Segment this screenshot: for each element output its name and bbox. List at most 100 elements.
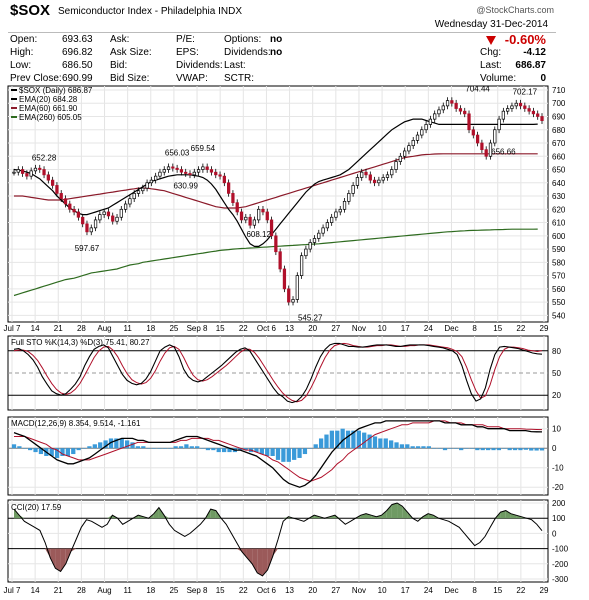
ask-label: Ask: [110,34,130,45]
cci-overbought-fill [360,513,366,519]
candle-down [63,198,68,205]
bid-label: Bid: [110,60,128,71]
candle-down [235,202,239,213]
candle-up [385,174,390,178]
change-percent: -0.60% [504,32,546,47]
candle-up [325,222,329,229]
dividends-flag-value: no [270,47,283,58]
candle-down [106,211,111,217]
x-tick-label-bottom: 20 [308,586,317,595]
macd-histogram-bar [351,430,356,449]
macd-histogram-bar [485,448,491,451]
candle-up [308,242,312,250]
chg-value: -4.12 [523,47,546,58]
cci-tick-label: 200 [552,499,566,508]
sto-tick-label: 20 [552,391,561,400]
cci-overbought-fill [210,509,216,519]
candle-down [274,235,278,253]
header-divider [8,32,556,33]
candle-down [536,113,540,117]
x-tick-label-bottom: 13 [285,586,294,595]
macd-histogram-bar [491,448,496,451]
price-tick-label: 570 [552,272,566,281]
macd-histogram-bar [389,440,394,449]
candle-up [299,255,304,276]
candle-down [480,142,484,150]
candle-up [257,208,261,221]
candle-up [252,219,257,226]
macd-histogram-bar [254,448,259,453]
macd-histogram-bar [87,446,92,449]
candle-down [523,105,527,109]
x-tick-label: 10 [378,324,387,333]
cci-tick-label: 0 [552,529,557,538]
x-tick-label-bottom: Nov [352,586,366,595]
price-legend-entry: EMA(260) 605.05 [19,113,82,122]
macd-histogram-bar [421,446,426,449]
open-value: 693.63 [62,34,93,45]
price-annotation: 630.99 [173,182,198,191]
candle-down [209,169,214,173]
candle-down [188,173,192,176]
candle-up [312,238,317,243]
candle-down [540,116,544,121]
x-tick-label-bottom: 11 [123,586,132,595]
x-tick-label-bottom: 22 [516,586,525,595]
macd-histogram-bar [22,448,27,449]
macd-histogram-bar [464,448,469,449]
candle-down [175,167,179,170]
last-left-label: Last: [224,60,246,71]
price-tick-label: 650 [552,166,566,175]
cci-oversold-fill [267,548,273,570]
macd-histogram-bar [324,434,329,449]
macd-histogram-bar [221,448,227,453]
candle-down [458,108,463,112]
macd-histogram-bar [157,448,162,449]
x-tick-label: Jul 7 [4,324,21,333]
x-tick-label-bottom: 21 [54,586,63,595]
price-tick-label: 590 [552,245,566,254]
macd-histogram-bar [475,448,480,451]
candle-down [471,129,475,136]
macd-histogram-bar [394,442,399,449]
x-tick-label-bottom: 28 [77,586,86,595]
x-tick-label: 22 [516,324,525,333]
x-tick-label: Dec [444,324,458,333]
candle-up [166,166,171,170]
macd-line [13,420,543,488]
candle-up [488,142,493,157]
macd-tick-label: -10 [552,464,564,473]
price-tick-label: 560 [552,285,566,294]
macd-histogram-bar [437,448,442,449]
macd-histogram-bar [178,446,184,449]
candle-up [398,155,402,162]
candle-up [441,105,445,111]
price-annotation: 702.17 [513,87,538,96]
candle-down [450,100,454,104]
price-legend-entry: EMA(60) 661.90 [19,104,78,113]
price-legend-entry: $SOX (Daily) 686.87 [19,86,93,95]
macd-histogram-bar [329,430,335,449]
cci-overbought-fill [397,503,403,519]
candle-down [454,102,458,109]
macd-histogram-bar [286,448,291,462]
price-annotation: 652.28 [32,154,57,163]
macd-histogram-bar [502,448,507,449]
candle-up [390,169,394,176]
x-tick-label-bottom: Oct 6 [257,586,277,595]
candle-up [445,100,450,107]
candle-down [269,219,274,237]
cci-overbought-fill [14,509,20,519]
candle-down [55,185,59,194]
x-tick-label: 14 [31,324,40,333]
macd-histogram-bar [125,440,130,449]
macd-histogram-bar [146,448,151,449]
candle-up [149,179,153,184]
macd-histogram-bar [469,448,475,449]
x-tick-label: 28 [77,324,86,333]
candle-down [222,175,226,184]
candle-up [29,170,33,177]
macd-histogram-bar [211,448,216,451]
x-tick-label-bottom: Sep 8 [187,586,208,595]
prev-close-label: Prev Close: [10,73,62,84]
